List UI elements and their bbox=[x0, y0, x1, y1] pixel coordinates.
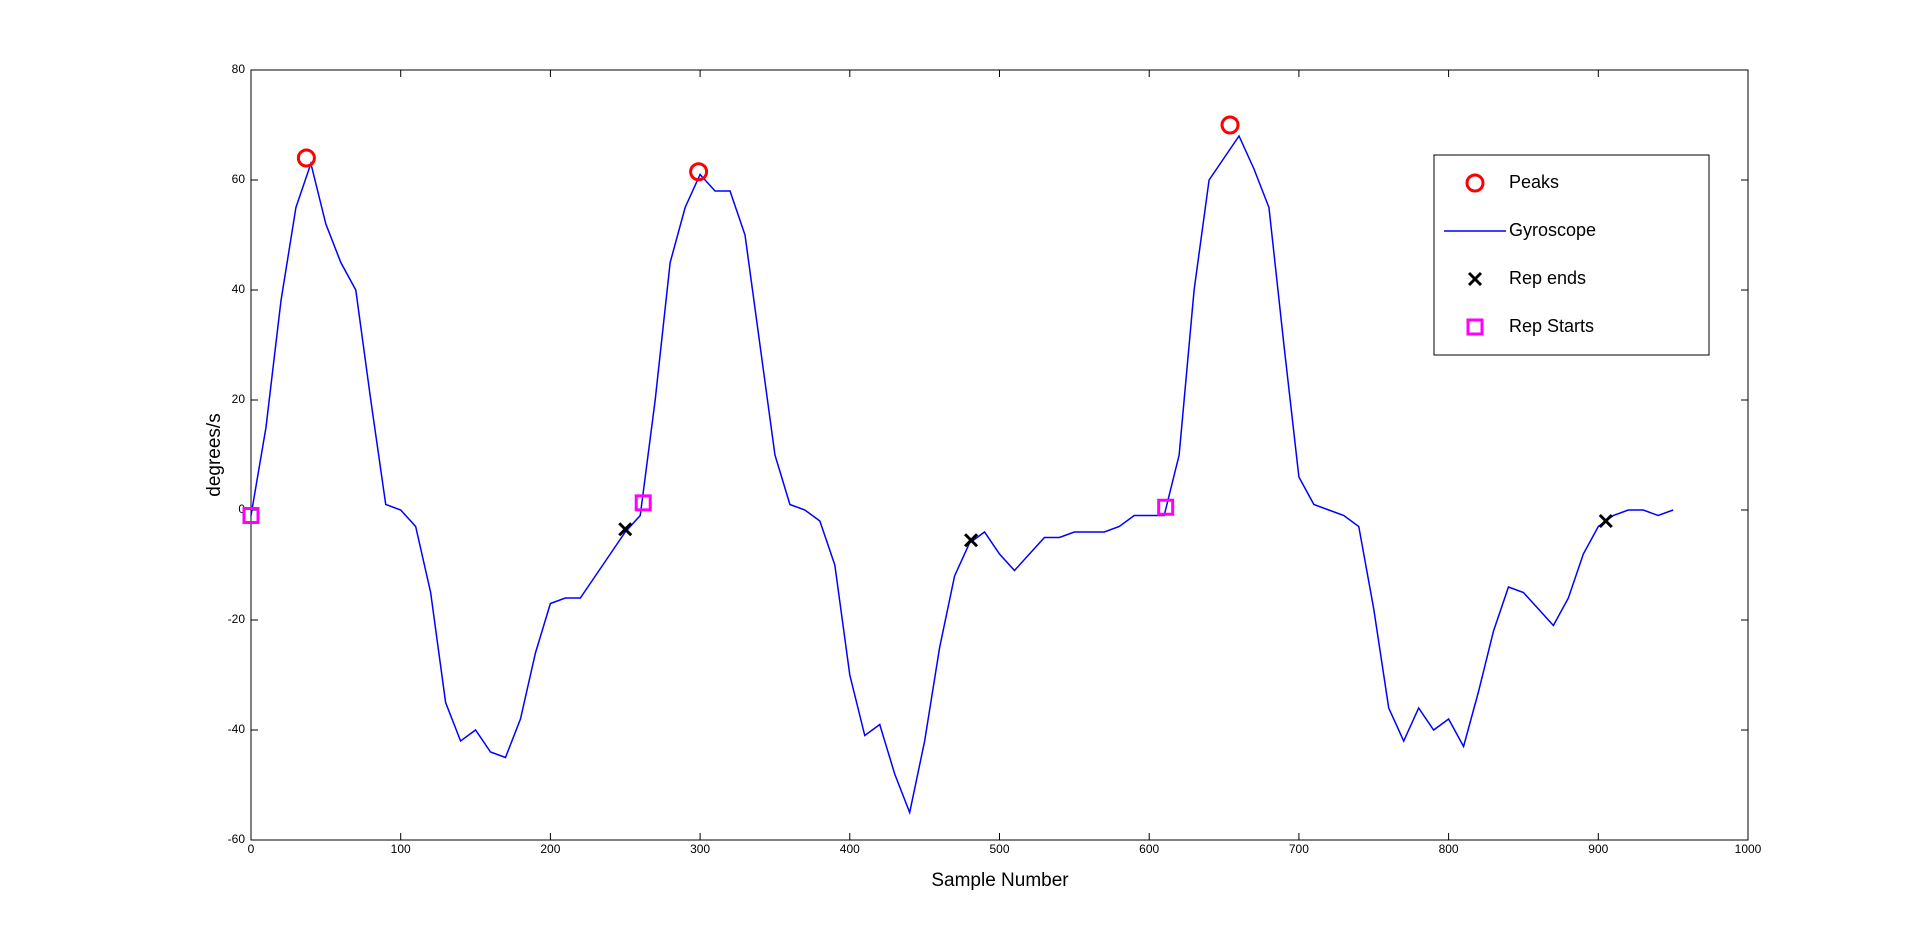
y-tick-label: 0 bbox=[238, 502, 245, 516]
legend-label: Gyroscope bbox=[1509, 220, 1596, 240]
legend-marker bbox=[1466, 318, 1484, 336]
x-tick-label: 200 bbox=[540, 842, 560, 856]
x-tick-label: 300 bbox=[690, 842, 710, 856]
legend-marker bbox=[1465, 173, 1485, 193]
marker bbox=[689, 162, 709, 182]
x-tick-label: 500 bbox=[989, 842, 1009, 856]
y-tick-label: 80 bbox=[232, 62, 246, 76]
legend-marker bbox=[1467, 271, 1483, 287]
x-tick-label: 400 bbox=[840, 842, 860, 856]
x-axis-label: Sample Number bbox=[931, 870, 1069, 891]
y-tick-label: 20 bbox=[232, 392, 246, 406]
y-tick-label: -40 bbox=[228, 722, 246, 736]
marker bbox=[963, 533, 979, 548]
y-tick-label: 40 bbox=[232, 282, 246, 296]
y-tick-label: -60 bbox=[228, 832, 246, 846]
y-axis-label: degrees/s bbox=[204, 413, 225, 496]
marker bbox=[618, 522, 633, 537]
legend-label: Rep Starts bbox=[1509, 316, 1594, 336]
marker bbox=[1598, 513, 1613, 529]
y-tick-label: -20 bbox=[228, 612, 246, 626]
x-tick-label: 800 bbox=[1439, 842, 1459, 856]
legend-label: Peaks bbox=[1509, 172, 1559, 192]
x-tick-label: 100 bbox=[391, 842, 411, 856]
x-tick-label: 1000 bbox=[1735, 842, 1762, 856]
y-tick-label: 60 bbox=[232, 172, 246, 186]
marker bbox=[296, 148, 316, 168]
marker bbox=[1157, 498, 1175, 516]
legend-label: Rep ends bbox=[1509, 268, 1586, 288]
marker bbox=[634, 494, 652, 512]
x-tick-label: 700 bbox=[1289, 842, 1309, 856]
marker bbox=[1220, 115, 1240, 135]
x-tick-label: 600 bbox=[1139, 842, 1159, 856]
data-line bbox=[250, 134, 1674, 816]
marker bbox=[242, 507, 260, 524]
x-tick-label: 0 bbox=[248, 842, 255, 856]
x-tick-label: 900 bbox=[1588, 842, 1608, 856]
